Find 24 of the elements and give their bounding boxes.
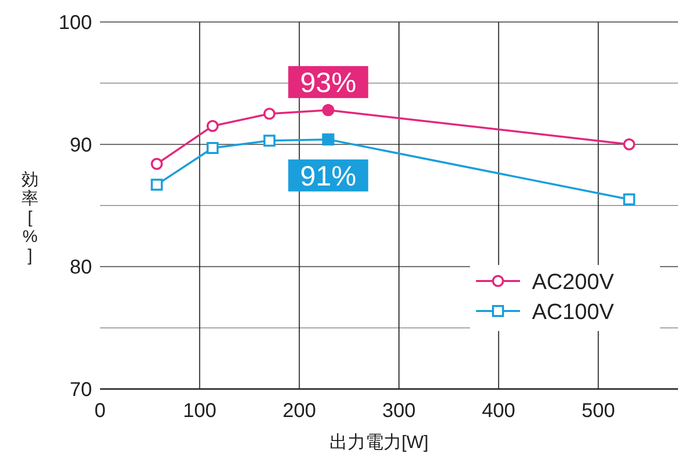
y-axis-title: 効率[%] <box>22 170 38 265</box>
x-tick-label: 300 <box>382 400 416 422</box>
x-tick-label: 100 <box>182 400 216 422</box>
point <box>623 193 636 206</box>
point <box>263 108 276 120</box>
y-tick-label: 90 <box>70 134 92 156</box>
point <box>263 134 276 147</box>
legend-label: AC100V <box>532 299 614 324</box>
x-tick-label: 400 <box>482 400 516 422</box>
point <box>150 178 163 191</box>
annotation: 93% <box>300 67 356 98</box>
annotation: 91% <box>300 160 356 192</box>
x-tick-label: 0 <box>94 400 106 422</box>
x-tick-label: 200 <box>282 400 316 422</box>
legend-label: AC200V <box>532 269 614 294</box>
point <box>150 158 163 170</box>
x-axis-title: 出力電力[W] <box>330 432 428 452</box>
y-tick-label: 100 <box>58 12 92 34</box>
x-tick-label: 500 <box>582 400 615 422</box>
point <box>206 142 219 154</box>
y-tick-label: 80 <box>70 256 92 279</box>
point <box>623 138 636 150</box>
point <box>206 120 219 132</box>
y-tick-label: 70 <box>70 379 92 401</box>
